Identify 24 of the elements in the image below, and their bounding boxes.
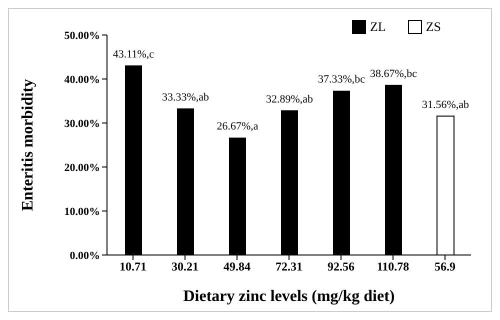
- y-tick-label: 10.00%: [64, 206, 100, 218]
- y-tick-label: 0.00%: [70, 250, 100, 262]
- x-tick-label: 10.71: [120, 260, 146, 274]
- x-axis-title: Dietary zinc levels (mg/kg diet): [183, 288, 395, 305]
- x-tick-label: 92.56: [328, 260, 354, 274]
- data-label: 38.67%,bc: [370, 68, 418, 80]
- data-label: 31.56%,ab: [422, 99, 470, 112]
- data-label: 26.67%,a: [216, 120, 258, 133]
- x-tick-label: 30.21: [172, 260, 198, 274]
- y-tick-label: 30.00%: [64, 118, 100, 130]
- x-tick-label: 110.78: [376, 260, 410, 274]
- data-label: 43.11%,c: [112, 48, 154, 60]
- legend-label: ZS: [426, 19, 441, 35]
- data-label: 37.33%,bc: [318, 74, 366, 86]
- y-axis-title: Enteritis morbidity: [20, 79, 37, 211]
- y-tick-label: 40.00%: [64, 74, 100, 86]
- data-label: 32.89%,ab: [266, 93, 314, 106]
- legend-label: ZL: [370, 19, 386, 35]
- y-tick-label: 50.00%: [64, 30, 100, 42]
- y-tick-label: 20.00%: [64, 162, 100, 174]
- x-tick-label: 72.31: [276, 260, 302, 274]
- data-label: 33.33%,ab: [162, 91, 210, 104]
- x-tick-label: 49.84: [224, 260, 250, 274]
- x-tick-label: 56.9: [434, 260, 456, 274]
